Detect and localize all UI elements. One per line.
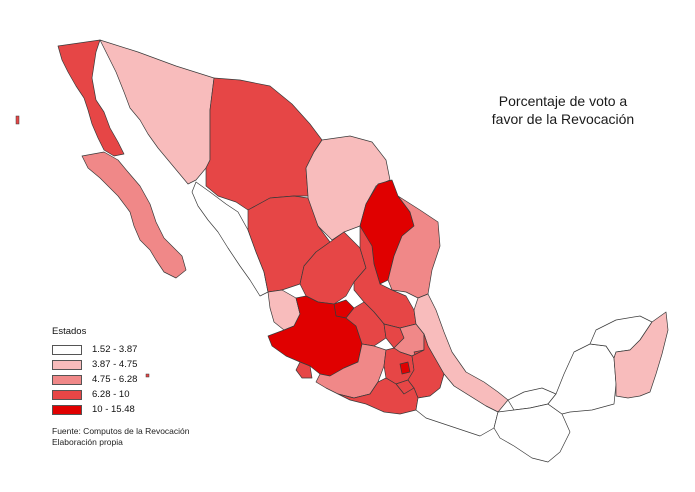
legend-item: 6.28 - 10 <box>52 387 137 402</box>
legend-item: 4.75 - 6.28 <box>52 372 137 387</box>
state-guanajuato: Guanajuato <box>345 301 387 347</box>
legend-swatch <box>52 404 82 415</box>
island-revillagigedo <box>145 373 150 378</box>
legend-item: 3.87 - 4.75 <box>52 357 137 372</box>
state-colima: Colima <box>295 361 313 379</box>
island-guadalupe <box>15 115 20 125</box>
source-line-2: Elaboración propia <box>52 437 123 447</box>
state-campeche: Campeche <box>547 343 617 415</box>
map-title-line-2: favor de la Revocación <box>491 111 635 127</box>
state-tamaulipas: Tamaulipas <box>387 195 441 299</box>
state-coahuila: Coahuila <box>305 135 391 241</box>
map-legend: Estados 1.52 - 3.87 3.87 - 4.75 4.75 - 6… <box>52 326 137 417</box>
map-source-note: Fuente: Computos de la Revocación Elabor… <box>52 426 190 448</box>
legend-swatch <box>52 344 82 355</box>
state-chiapas: Chiapas <box>493 403 571 463</box>
state-chihuahua: Chihuahua <box>205 77 323 211</box>
map-title-line-1: Porcentaje de voto a <box>498 93 628 109</box>
legend-swatch <box>52 374 82 385</box>
state-sinaloa: Sinaloa <box>191 181 269 297</box>
legend-label: 10 - 15.48 <box>92 404 135 415</box>
legend-swatch <box>52 389 82 400</box>
legend-title: Estados <box>52 326 87 337</box>
state-guerrero: Guerrero <box>337 377 419 415</box>
state-baja-california: Baja California <box>57 39 125 157</box>
state-baja-california-sur: Baja California Sur <box>81 151 187 279</box>
source-line-1: Fuente: Computos de la Revocación <box>52 426 190 436</box>
legend-label: 3.87 - 4.75 <box>92 359 138 370</box>
state-ciudad-de-mexico: Ciudad de México <box>399 361 411 375</box>
legend-label: 1.52 - 3.87 <box>92 344 138 355</box>
legend-label: 6.28 - 10 <box>92 389 130 400</box>
legend-item: 1.52 - 3.87 <box>52 342 137 357</box>
map-title: Porcentaje de voto a favor de la Revocac… <box>478 92 648 128</box>
legend-item: 10 - 15.48 <box>52 402 137 417</box>
state-quintana-roo: Quintana Roo <box>613 311 669 399</box>
legend-swatch <box>52 359 82 370</box>
legend-label: 4.75 - 6.28 <box>92 374 138 385</box>
